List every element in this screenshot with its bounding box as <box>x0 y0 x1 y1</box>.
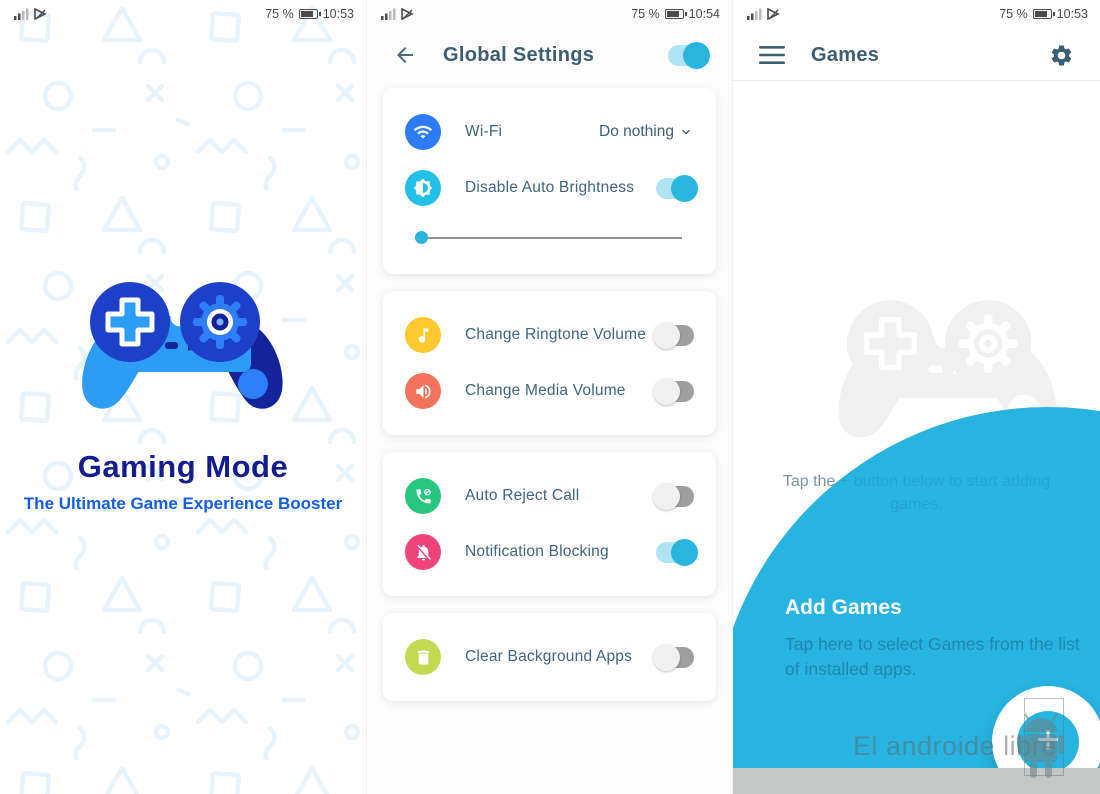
card-calls-notifications: Auto Reject Call Notification Blocking <box>383 452 716 596</box>
auto-brightness-label: Disable Auto Brightness <box>465 179 635 196</box>
battery-percent: 75 % <box>265 7 294 21</box>
slider-thumb[interactable] <box>415 231 428 244</box>
battery-icon <box>298 9 321 19</box>
gamepad-watermark <box>838 300 1057 438</box>
clock-time: 10:53 <box>322 7 354 21</box>
clock-time: 10:54 <box>688 7 720 21</box>
back-arrow-icon[interactable] <box>393 43 417 67</box>
notification-blocking-toggle[interactable] <box>656 538 698 566</box>
clear-background-apps-label: Clear Background Apps <box>465 648 633 665</box>
chevron-down-icon <box>682 129 690 135</box>
games-screen: 75 % 10:53 Games <box>733 0 1100 794</box>
wifi-action-value: Do nothing <box>599 123 674 140</box>
menu-icon[interactable] <box>759 45 785 65</box>
gamepad-logo <box>82 282 283 409</box>
slider-track <box>417 237 682 239</box>
brightness-slider[interactable] <box>415 216 682 258</box>
add-games-title: Add Games <box>785 596 902 619</box>
media-volume-toggle[interactable] <box>653 377 694 405</box>
card-cleanup: Clear Background Apps <box>383 613 716 701</box>
app-tagline: The Ultimate Game Experience Booster <box>23 494 343 513</box>
network-flag-icon <box>401 8 414 20</box>
auto-brightness-row: Disable Auto Brightness <box>405 160 698 216</box>
add-games-callout[interactable]: Add Games Tap here to select Games from … <box>785 596 1097 682</box>
statusbar-games: 75 % 10:53 <box>747 5 1088 23</box>
ringtone-volume-label: Change Ringtone Volume <box>465 326 647 343</box>
games-header: Games <box>733 32 1100 78</box>
signal-icon <box>14 8 29 20</box>
app-title: Gaming Mode <box>77 449 289 484</box>
trash-icon <box>405 639 441 675</box>
gear-icon[interactable] <box>1049 43 1074 68</box>
media-volume-row: Change Media Volume <box>405 363 694 419</box>
card-volume: Change Ringtone Volume Change Media Volu… <box>383 291 716 435</box>
games-title: Games <box>811 43 880 66</box>
battery-percent: 75 % <box>999 7 1028 21</box>
wifi-label: Wi-Fi <box>465 123 503 140</box>
master-toggle[interactable] <box>668 41 710 69</box>
media-volume-label: Change Media Volume <box>465 382 626 399</box>
global-settings-screen: 75 % 10:54 Global Settings Wi-Fi Do noth… <box>366 0 733 794</box>
auto-brightness-toggle[interactable] <box>656 174 698 202</box>
auto-reject-call-toggle[interactable] <box>653 482 694 510</box>
splash-screen: 75 % 10:53 <box>0 0 366 794</box>
notification-blocking-label: Notification Blocking <box>465 543 609 560</box>
card-connectivity: Wi-Fi Do nothing Disable Auto Brightness <box>383 88 716 274</box>
ghost-hint-overlay: Tap the + button below to start adding g… <box>782 473 1051 513</box>
settings-title: Global Settings <box>443 43 595 66</box>
clock-time: 10:53 <box>1056 7 1088 21</box>
brightness-icon <box>405 170 441 206</box>
header-divider <box>733 80 1100 81</box>
battery-percent: 75 % <box>631 7 660 21</box>
settings-header: Global Settings <box>367 32 732 78</box>
bottom-nav-bar <box>733 768 1100 794</box>
wifi-action-dropdown[interactable]: Do nothing <box>599 123 694 141</box>
clear-background-apps-toggle[interactable] <box>653 643 694 671</box>
speaker-icon <box>405 373 441 409</box>
auto-reject-call-row: Auto Reject Call <box>405 468 694 524</box>
add-games-body: Tap here to select Games from the list o… <box>785 634 1080 679</box>
statusbar-splash: 75 % 10:53 <box>14 5 354 23</box>
settings-cards: Wi-Fi Do nothing Disable Auto Brightness <box>383 88 716 701</box>
music-note-icon <box>405 317 441 353</box>
clear-background-apps-row: Clear Background Apps <box>405 629 694 685</box>
signal-icon <box>381 8 396 20</box>
wifi-row: Wi-Fi Do nothing <box>405 104 694 160</box>
geometric-pattern-background <box>0 0 366 794</box>
android-robot-icon <box>1018 713 1064 778</box>
network-flag-icon <box>34 8 47 20</box>
auto-reject-call-label: Auto Reject Call <box>465 487 580 504</box>
network-flag-icon <box>767 8 780 20</box>
battery-icon <box>664 9 687 19</box>
battery-icon <box>1032 9 1055 19</box>
wifi-icon <box>405 114 441 150</box>
notification-off-icon <box>405 534 441 570</box>
call-reject-icon <box>405 478 441 514</box>
statusbar-settings: 75 % 10:54 <box>381 5 720 23</box>
ringtone-volume-row: Change Ringtone Volume <box>405 307 694 363</box>
signal-icon <box>747 8 762 20</box>
notification-blocking-row: Notification Blocking <box>405 524 698 580</box>
ringtone-volume-toggle[interactable] <box>653 321 694 349</box>
